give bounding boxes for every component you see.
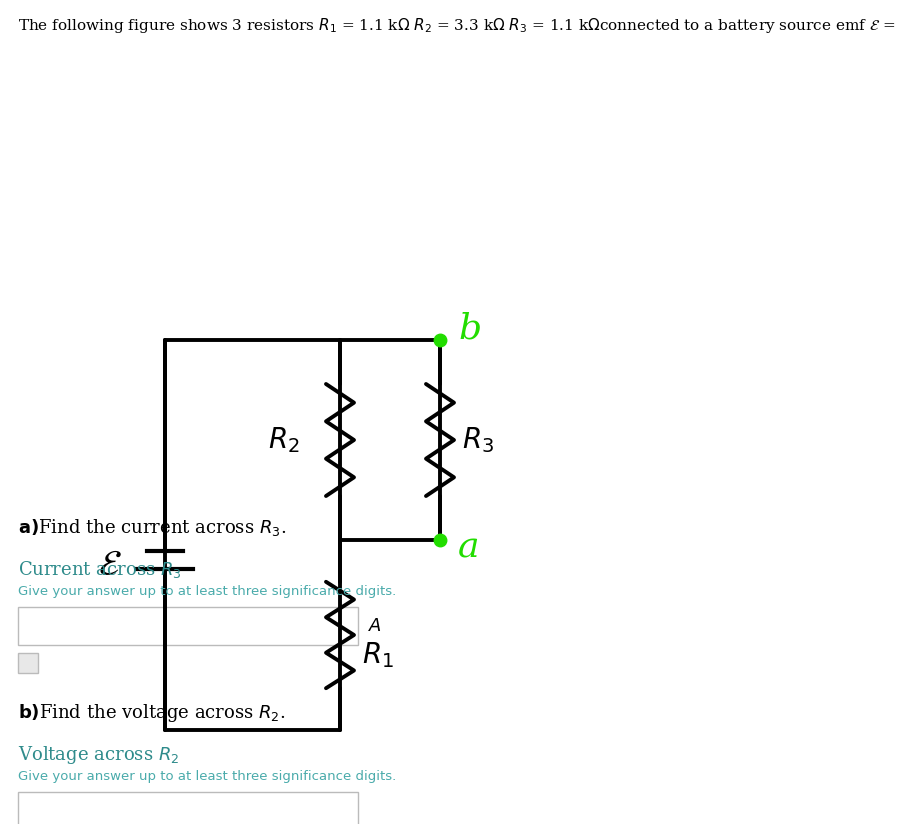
Text: $R_1$: $R_1$ [362,640,394,670]
Text: $\mathcal{E}$: $\mathcal{E}$ [98,548,122,582]
FancyBboxPatch shape [18,792,358,824]
Text: Give your answer up to at least three significance digits.: Give your answer up to at least three si… [18,770,396,783]
Text: Current across $R_3$: Current across $R_3$ [18,559,181,580]
Text: $\mathbf{a)}$Find the current across $R_3$.: $\mathbf{a)}$Find the current across $R_… [18,517,286,538]
Text: $\mathit{A}$: $\mathit{A}$ [368,617,382,635]
Text: $R_2$: $R_2$ [268,425,300,455]
Text: Give your answer up to at least three significance digits.: Give your answer up to at least three si… [18,585,396,598]
Text: Voltage across $R_2$: Voltage across $R_2$ [18,744,180,766]
Text: b: b [458,311,481,345]
Text: $R_3$: $R_3$ [462,425,494,455]
Text: The following figure shows 3 resistors $R_1$ = 1.1 k$\Omega$ $R_2$ = 3.3 k$\Omeg: The following figure shows 3 resistors $… [18,16,898,35]
FancyBboxPatch shape [18,653,38,673]
FancyBboxPatch shape [18,607,358,645]
Text: $\mathbf{b)}$Find the voltage across $R_2$.: $\mathbf{b)}$Find the voltage across $R_… [18,702,286,724]
Text: a: a [458,531,480,565]
